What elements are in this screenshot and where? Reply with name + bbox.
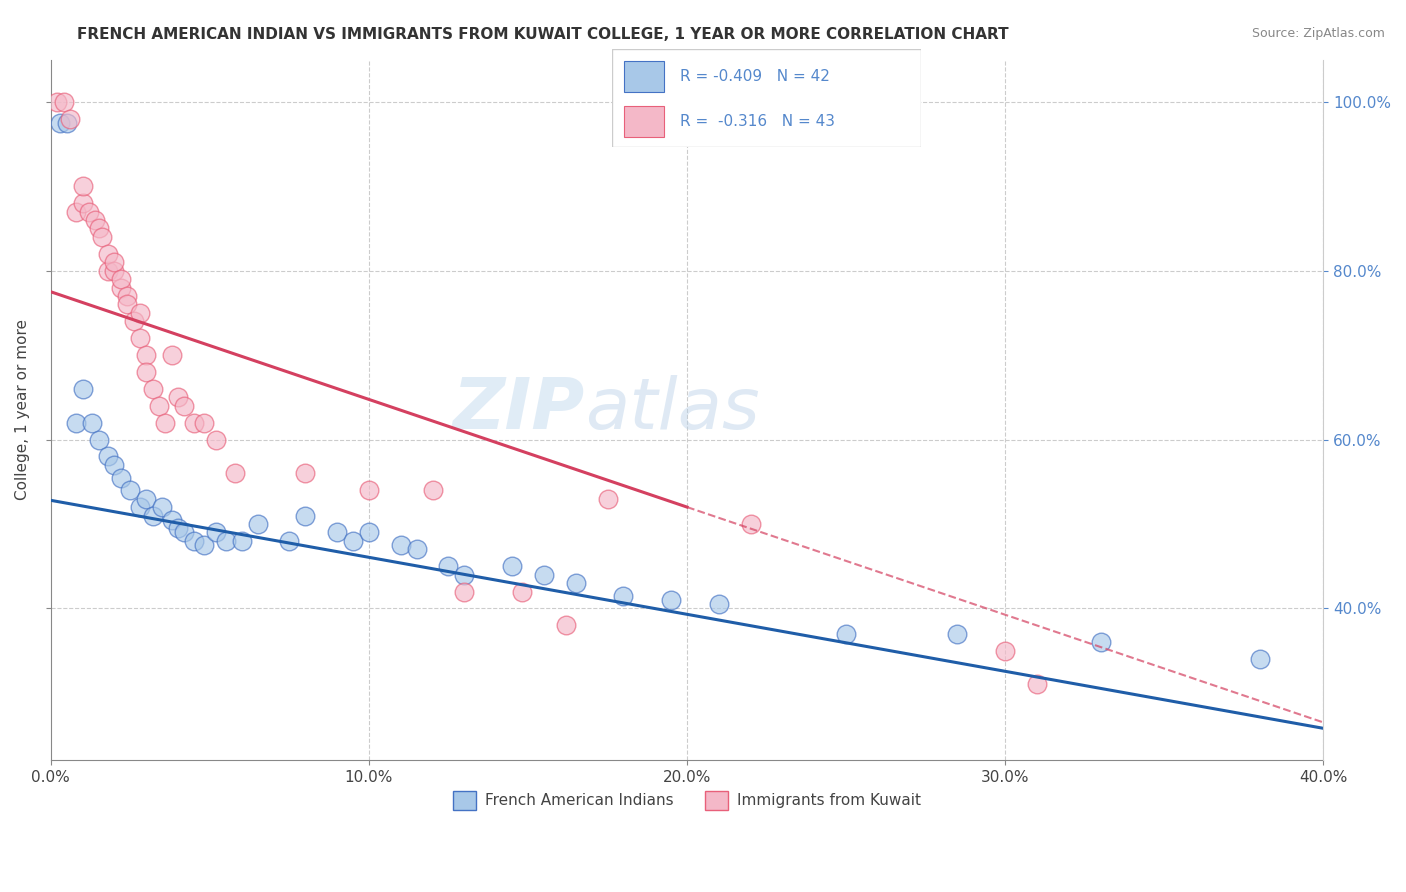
Point: [740, 516, 762, 531]
Point: [148, 399, 170, 413]
Point: [59, 112, 82, 126]
Point: [246, 516, 269, 531]
Point: [533, 567, 555, 582]
Point: [129, 306, 152, 320]
Point: [167, 390, 190, 404]
Point: [103, 263, 125, 277]
Point: [135, 348, 157, 362]
Point: [97, 263, 120, 277]
Point: [46, 95, 69, 109]
Point: [103, 255, 125, 269]
Point: [564, 576, 586, 591]
Point: [129, 500, 152, 514]
Point: [97, 450, 120, 464]
Point: [183, 533, 205, 548]
Point: [97, 247, 120, 261]
Point: [115, 297, 138, 311]
Point: [142, 382, 165, 396]
Point: [596, 491, 619, 506]
Point: [946, 626, 969, 640]
Point: [357, 525, 380, 540]
Point: [103, 458, 125, 472]
Point: [294, 508, 316, 523]
Point: [173, 399, 195, 413]
Point: [193, 538, 215, 552]
FancyBboxPatch shape: [612, 49, 921, 147]
Point: [1249, 652, 1271, 666]
Point: [205, 433, 228, 447]
Point: [994, 643, 1017, 657]
Point: [224, 467, 246, 481]
Point: [72, 179, 94, 194]
Point: [215, 533, 238, 548]
Point: [135, 365, 157, 379]
Text: FRENCH AMERICAN INDIAN VS IMMIGRANTS FROM KUWAIT COLLEGE, 1 YEAR OR MORE CORRELA: FRENCH AMERICAN INDIAN VS IMMIGRANTS FRO…: [77, 27, 1010, 42]
Point: [135, 491, 157, 506]
Point: [129, 331, 152, 345]
Point: [115, 289, 138, 303]
Point: [555, 618, 578, 632]
Point: [87, 221, 110, 235]
Y-axis label: College, 1 year or more: College, 1 year or more: [15, 319, 30, 500]
Point: [167, 521, 190, 535]
Point: [84, 213, 107, 227]
Point: [326, 525, 349, 540]
Point: [72, 196, 94, 211]
Point: [342, 533, 364, 548]
Text: R =  -0.316   N = 43: R = -0.316 N = 43: [679, 114, 835, 129]
Point: [160, 348, 183, 362]
Point: [65, 416, 87, 430]
Point: [231, 533, 253, 548]
Point: [193, 416, 215, 430]
Point: [173, 525, 195, 540]
Point: [122, 314, 145, 328]
Point: [389, 538, 412, 552]
Point: [120, 483, 142, 498]
Point: [160, 513, 183, 527]
Point: [55, 116, 77, 130]
Point: [155, 416, 177, 430]
Point: [501, 559, 523, 574]
Point: [1090, 635, 1112, 649]
Point: [453, 584, 475, 599]
Point: [72, 382, 94, 396]
Point: [612, 589, 634, 603]
Point: [49, 116, 72, 130]
Point: [1026, 677, 1049, 691]
Point: [77, 204, 100, 219]
Point: [150, 500, 173, 514]
Point: [437, 559, 460, 574]
Point: [294, 467, 316, 481]
Text: R = -0.409   N = 42: R = -0.409 N = 42: [679, 69, 830, 84]
Point: [110, 272, 132, 286]
Point: [87, 433, 110, 447]
Point: [357, 483, 380, 498]
Point: [453, 567, 475, 582]
Point: [835, 626, 858, 640]
Point: [422, 483, 444, 498]
Text: ZIP: ZIP: [453, 376, 585, 444]
Point: [110, 280, 132, 294]
Bar: [624, 61, 664, 92]
Point: [90, 230, 112, 244]
Point: [110, 470, 132, 484]
Point: [183, 416, 205, 430]
Point: [82, 416, 104, 430]
Point: [510, 584, 533, 599]
Text: Source: ZipAtlas.com: Source: ZipAtlas.com: [1251, 27, 1385, 40]
Legend: French American Indians, Immigrants from Kuwait: French American Indians, Immigrants from…: [447, 785, 927, 816]
Point: [659, 593, 682, 607]
Point: [65, 204, 87, 219]
Point: [142, 508, 165, 523]
Point: [405, 542, 427, 557]
Bar: [624, 106, 664, 137]
Text: atlas: atlas: [585, 376, 759, 444]
Point: [707, 597, 730, 611]
Point: [52, 95, 75, 109]
Point: [205, 525, 228, 540]
Point: [278, 533, 301, 548]
